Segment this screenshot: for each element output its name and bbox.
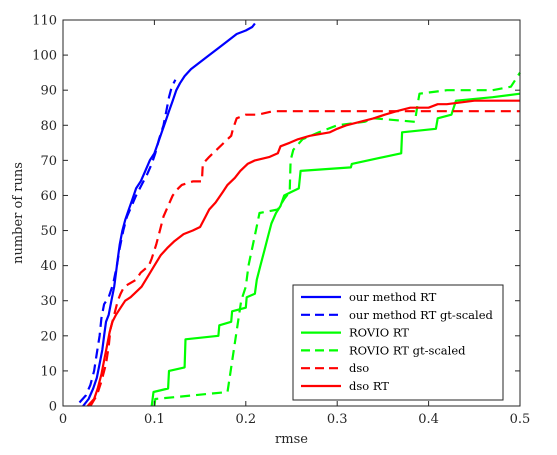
y-tick-label: 20 [40,329,57,344]
x-tick-label: 0.3 [327,412,348,427]
y-tick-label: 0 [49,400,57,415]
x-tick-label: 0.2 [235,412,256,427]
y-axis-label: number of runs [11,162,26,264]
y-tick-label: 50 [40,224,57,239]
y-tick-label: 40 [40,259,57,274]
series-line-1 [78,79,177,404]
series-line-5 [86,99,520,407]
series-line-2 [150,92,521,407]
y-tick-label: 30 [40,294,57,309]
legend: our method RT our method RT gt-scaled ROVI… [292,284,504,401]
legend-label-2: ROVIO RT [349,326,409,340]
series-line-3 [153,72,521,407]
series-layer [78,22,521,407]
x-tick-label: 0.1 [144,412,165,427]
y-tick-label: 70 [40,154,57,169]
tick-layer: 0 0.1 0.2 0.3 0.4 0.5 0 10 20 30 40 50 60 70 80 90 100 11… [32,14,530,428]
y-tick-label: 80 [40,119,57,134]
legend-label-5: dso RT [349,379,389,393]
legend-label-1: our method RT gt-scaled [349,308,493,322]
x-tick-label: 0.4 [418,412,439,427]
y-tick-label: 100 [32,49,57,64]
legend-box [292,284,504,401]
legend-label-4: dso [349,361,369,375]
legend-label-3: ROVIO RT gt-scaled [349,343,466,357]
y-tick-label: 90 [40,84,57,99]
y-tick-label: 110 [32,14,57,29]
y-tick-label: 60 [40,189,57,204]
plot-frame [62,19,521,407]
x-axis-label: rmse [275,432,308,447]
x-tick-label: 0.5 [510,412,531,427]
series-line-0 [82,22,256,407]
legend-label-0: our method RT [349,290,437,304]
x-tick-label: 0 [59,412,67,427]
y-tick-label: 10 [40,364,57,379]
